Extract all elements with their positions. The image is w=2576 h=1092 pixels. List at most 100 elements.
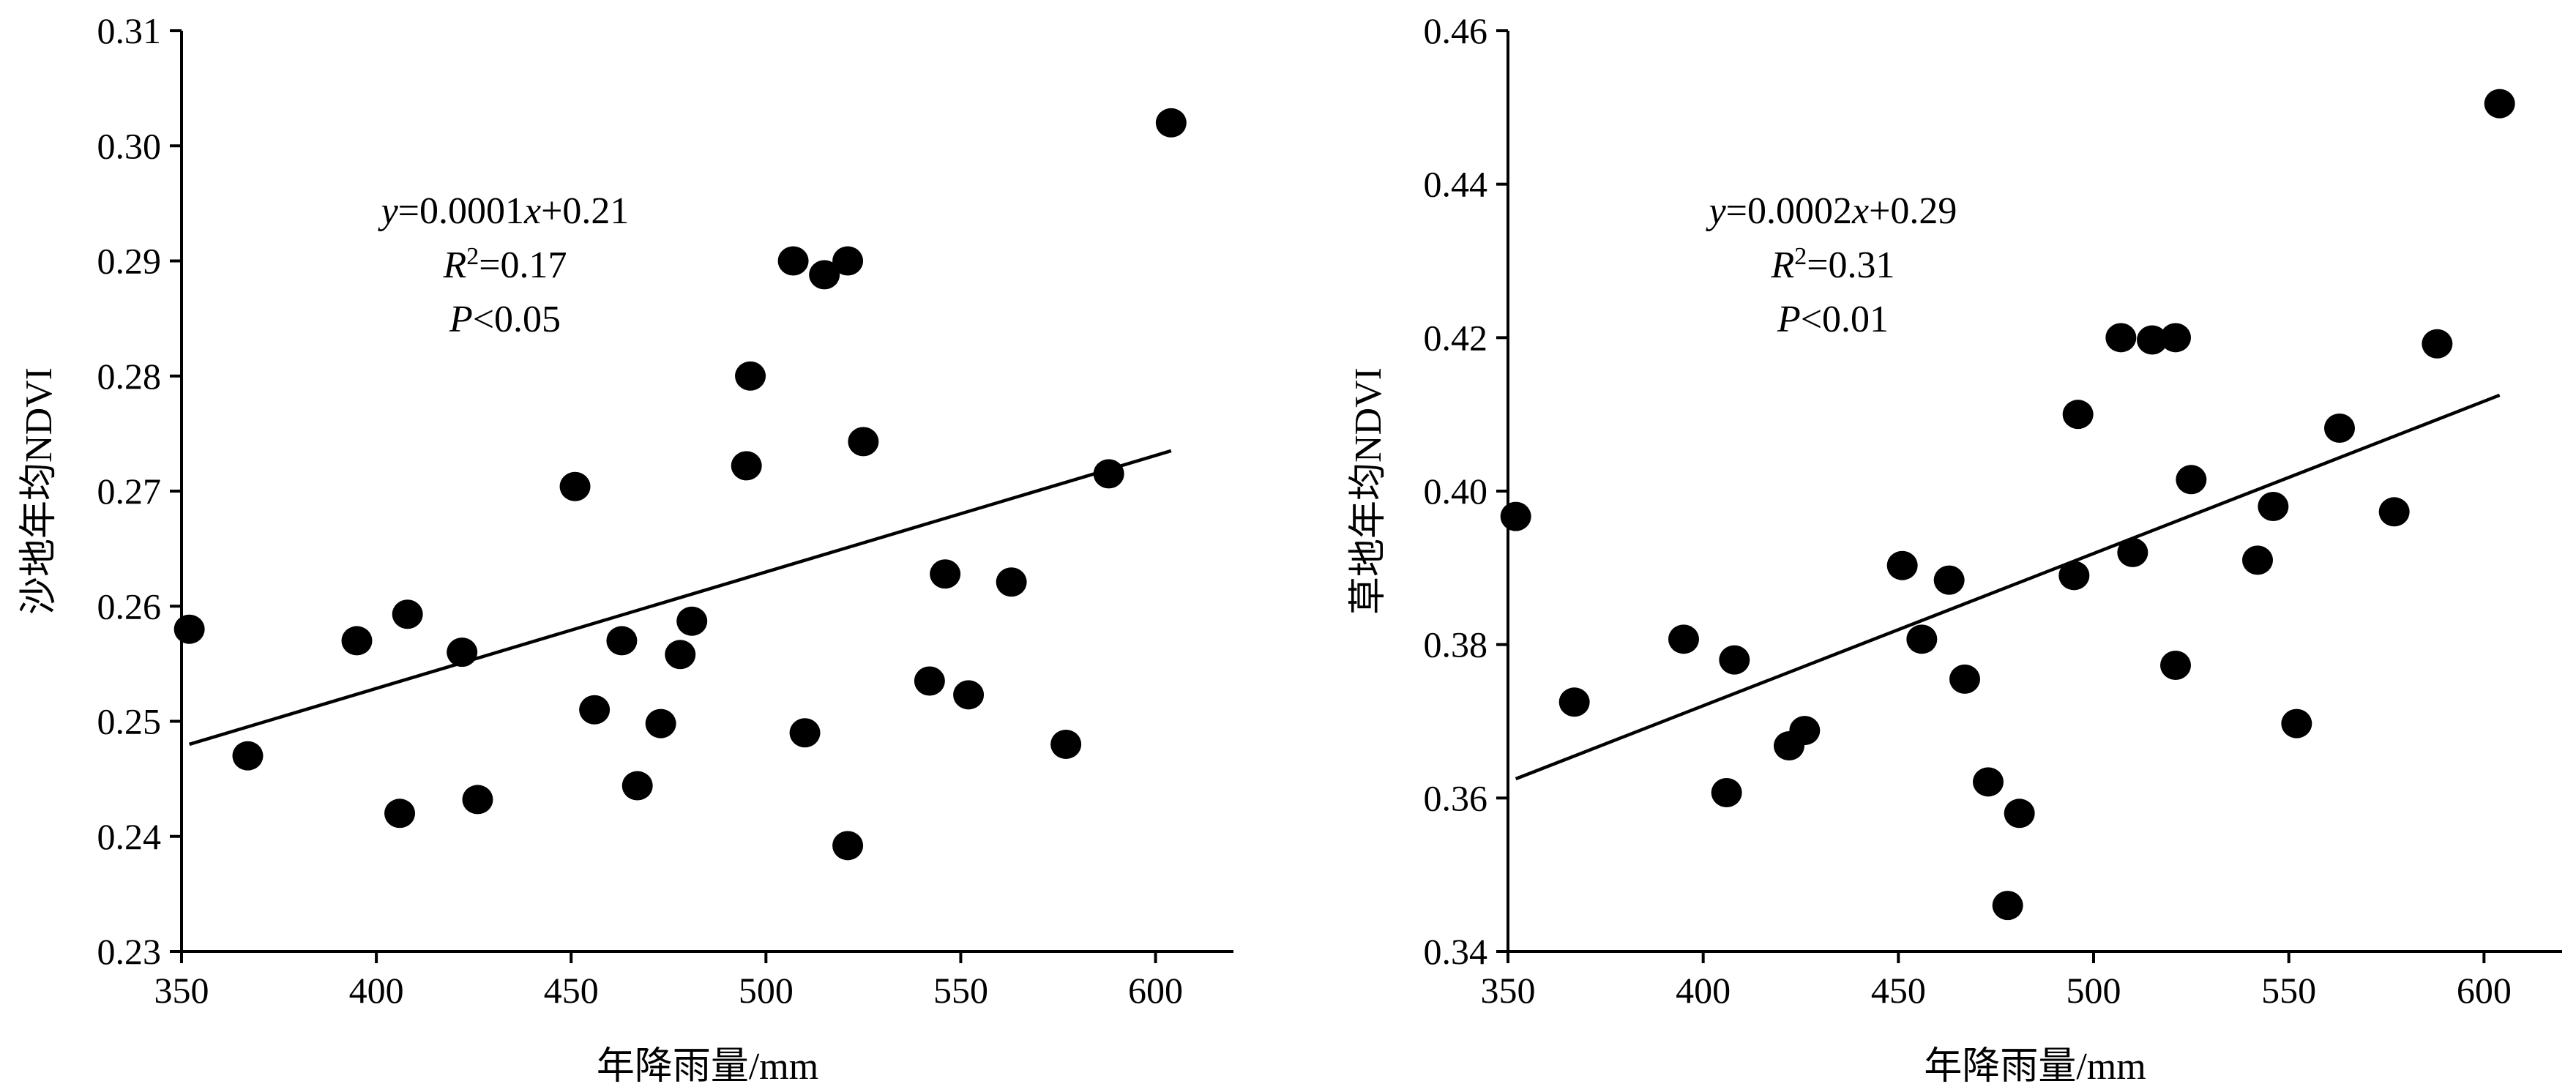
- sand-data-point: [1155, 108, 1187, 138]
- sand-y-tick-label: 0.26: [97, 586, 162, 627]
- sand-data-point: [848, 427, 879, 457]
- sand-y-axis-title: 沙地年均NDVI: [18, 367, 60, 615]
- grass-data-point: [1886, 550, 1918, 580]
- sand-data-point: [392, 599, 423, 629]
- sand-data-point: [341, 626, 373, 656]
- grass-data-point: [2258, 491, 2289, 521]
- grass-data-point: [1668, 624, 1699, 654]
- grass-data-point: [2105, 323, 2137, 353]
- sand-x-tick-label: 600: [1128, 970, 1183, 1011]
- sand-data-point: [809, 260, 840, 290]
- grass-data-point: [1973, 767, 2004, 797]
- grass-data-point: [1558, 687, 1590, 717]
- sand-data-point: [462, 785, 493, 815]
- grass-p-value: P<0.01: [1777, 299, 1889, 340]
- sand-p-value: P<0.05: [449, 299, 561, 340]
- grass-y-tick-label: 0.38: [1424, 624, 1488, 665]
- sand-data-point: [731, 451, 762, 481]
- sand-y-tick-label: 0.31: [97, 10, 162, 51]
- grass-x-axis-title: 年降雨量/mm: [1924, 1046, 2146, 1088]
- grass-x-tick-label: 350: [1481, 970, 1536, 1011]
- grass-y-tick-label: 0.40: [1424, 471, 1488, 512]
- sand-x-axis-title: 年降雨量/mm: [597, 1046, 818, 1088]
- grass-data-point: [2160, 323, 2191, 353]
- grass-x-tick-label: 400: [1676, 970, 1731, 1011]
- sand-regression-equation: y=0.0001x+0.21: [378, 190, 630, 232]
- sand-data-point: [579, 695, 611, 725]
- grass-data-point: [1933, 565, 1965, 595]
- grass-data-point: [2422, 329, 2453, 359]
- sand-data-point: [232, 741, 264, 771]
- grass-regression-line: [1515, 393, 2501, 781]
- grass-data-point: [2176, 465, 2207, 495]
- grass-x-tick-label: 550: [2261, 970, 2316, 1011]
- sand-y-tick-label: 0.25: [97, 701, 162, 742]
- sand-data-point: [384, 799, 416, 829]
- grass-y-axis-title: 草地年均NDVI: [1348, 367, 1389, 615]
- grass-regression-equation: y=0.0002x+0.29: [1706, 190, 1957, 232]
- grass-data-point: [2324, 414, 2355, 444]
- grass-data-point: [2058, 561, 2090, 591]
- sand-y-tick-label: 0.24: [97, 816, 162, 857]
- grass-y-tick-label: 0.46: [1424, 10, 1488, 51]
- sand-data-point: [930, 559, 961, 589]
- grass-ndvi-panel: 草地年均NDVI 年降雨量/mm y=0.0002x+0.29 R2=0.31 …: [1348, 10, 2562, 1088]
- sand-data-point: [832, 831, 864, 861]
- sand-regression-annotation: y=0.0001x+0.21 R2=0.17 P<0.05: [378, 190, 630, 340]
- grass-regression-annotation: y=0.0002x+0.29 R2=0.31 P<0.01: [1706, 190, 1957, 340]
- sand-data-point: [676, 606, 708, 636]
- sand-data-point: [665, 640, 696, 670]
- sand-y-tick-label: 0.30: [97, 125, 162, 166]
- sand-data-point: [1093, 459, 1124, 489]
- grass-y-tick-label: 0.36: [1424, 777, 1488, 818]
- sand-y-tick-label: 0.23: [97, 931, 162, 972]
- sand-data-point: [606, 626, 638, 656]
- sand-y-tick-label: 0.27: [97, 471, 162, 512]
- grass-data-point: [1719, 645, 1750, 675]
- grass-data-point: [2160, 650, 2191, 680]
- grass-data-point: [1906, 624, 1938, 654]
- grass-data-point: [1711, 777, 1742, 807]
- sand-x-tick-label: 550: [933, 970, 988, 1011]
- sand-data-point: [789, 718, 821, 748]
- grass-data-point: [2137, 325, 2168, 355]
- grass-data-point: [1500, 501, 1531, 531]
- grass-data-point: [2117, 537, 2148, 567]
- sand-data-point: [914, 666, 945, 696]
- sand-data-point: [1050, 729, 1082, 759]
- sand-r-squared: R2=0.17: [442, 243, 567, 287]
- sand-data-point: [447, 637, 478, 667]
- sand-data-point: [621, 771, 653, 801]
- grass-data-point: [2242, 545, 2273, 575]
- sand-x-tick-label: 350: [154, 970, 209, 1011]
- sand-data-point: [996, 567, 1027, 597]
- sand-ndvi-panel: 沙地年均NDVI 年降雨量/mm y=0.0001x+0.21 R2=0.17 …: [18, 10, 1233, 1088]
- grass-x-tick-label: 500: [2067, 970, 2121, 1011]
- sand-regression-line: [188, 449, 1172, 747]
- grass-data-point: [2378, 497, 2410, 527]
- sand-data-point: [645, 708, 676, 738]
- grass-r-squared: R2=0.31: [1770, 243, 1894, 287]
- grass-data-point: [1949, 664, 1980, 694]
- sand-data-point: [559, 471, 591, 501]
- grass-data-point: [2004, 799, 2035, 829]
- sand-data-point: [735, 361, 766, 391]
- sand-y-tick-label: 0.28: [97, 356, 162, 397]
- grass-data-point: [2484, 89, 2515, 119]
- sand-data-point: [777, 246, 809, 276]
- grass-x-tick-label: 450: [1871, 970, 1926, 1011]
- grass-y-tick-label: 0.42: [1424, 317, 1488, 358]
- sand-data-point: [953, 680, 985, 710]
- grass-data-point: [2281, 708, 2312, 738]
- sand-data-point: [173, 614, 205, 644]
- grass-data-point: [1992, 891, 2023, 921]
- grass-y-tick-label: 0.34: [1424, 931, 1488, 972]
- sand-y-tick-label: 0.29: [97, 241, 162, 282]
- grass-y-tick-label: 0.44: [1424, 164, 1488, 205]
- sand-x-tick-label: 500: [739, 970, 794, 1011]
- sand-x-tick-label: 400: [349, 970, 404, 1011]
- grass-data-point: [2062, 400, 2094, 430]
- grass-data-point: [1789, 716, 1821, 746]
- grass-x-tick-label: 600: [2457, 970, 2512, 1011]
